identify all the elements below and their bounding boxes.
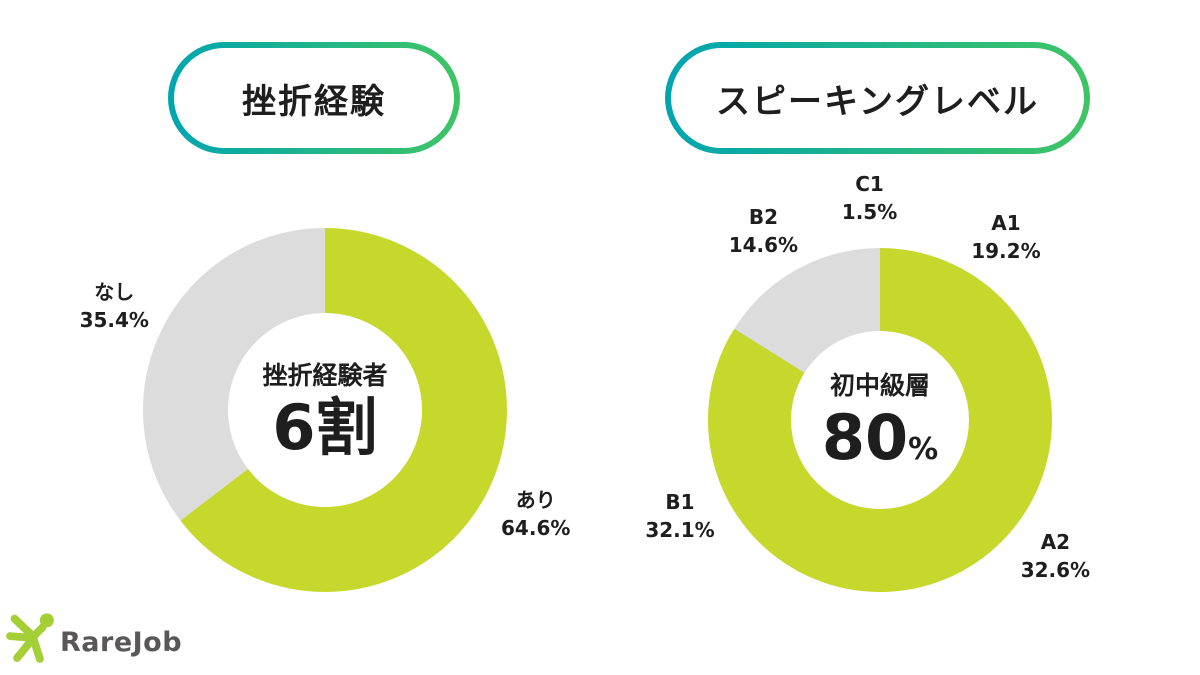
donut-speaking: 初中級層 80%: [708, 248, 1052, 592]
chart-title-pill-inner: スピーキングレベル: [671, 48, 1084, 148]
slice-percentage: 35.4%: [79, 307, 149, 332]
donut-center-label-speaking: 初中級層: [829, 371, 930, 401]
slice-name: A1: [991, 211, 1021, 236]
donut-center-value-speaking: 80%: [822, 402, 938, 473]
donut-center-value-setback: 6割: [272, 392, 377, 463]
donut-setback: 挫折経験者 6割: [143, 228, 507, 592]
slice-label-B2: B2 14.6%: [729, 203, 798, 259]
rarejob-logo: RareJob: [4, 609, 182, 665]
slice-percentage: 32.1%: [645, 518, 715, 543]
donut-hole-setback: 挫折経験者 6割: [228, 313, 422, 507]
slice-percentage: 19.2%: [971, 239, 1041, 264]
slice-label-C1: C1 1.5%: [842, 170, 897, 226]
slice-label-A2: A2 32.6%: [1021, 528, 1090, 584]
slice-name: C1: [855, 172, 884, 197]
slice-name: A2: [1040, 530, 1071, 555]
slice-percentage: 14.6%: [728, 233, 799, 258]
chart-title-pill-inner: 挫折経験: [174, 48, 454, 148]
slice-name: あり: [515, 488, 556, 513]
center-value-suffix: %: [908, 432, 939, 468]
center-value-number: 80: [821, 401, 909, 475]
rarejob-logo-mark: [6, 613, 54, 663]
slice-name: なし: [94, 279, 135, 304]
slice-label-なし: なし 35.4%: [80, 278, 149, 334]
chart-title-setback: 挫折経験: [242, 81, 386, 122]
slice-label-あり: あり 64.6%: [501, 486, 570, 542]
slice-name: B1: [665, 490, 695, 515]
slice-label-B1: B1 32.1%: [645, 488, 714, 544]
donut-hole-speaking: 初中級層 80%: [791, 331, 969, 509]
slice-label-A1: A1 19.2%: [971, 209, 1040, 265]
chart-title-pill-setback: 挫折経験: [168, 42, 460, 154]
slice-percentage: 32.6%: [1020, 558, 1091, 583]
chart-title-pill-speaking: スピーキングレベル: [665, 42, 1090, 154]
slice-percentage: 64.6%: [501, 516, 571, 541]
donut-center-label-setback: 挫折経験者: [262, 361, 388, 391]
rarejob-logo-text: RareJob: [60, 627, 183, 658]
center-value-number: 6割: [272, 391, 378, 465]
slice-name: B2: [748, 205, 778, 230]
chart-title-speaking: スピーキングレベル: [716, 81, 1039, 122]
slice-percentage: 1.5%: [841, 200, 898, 225]
